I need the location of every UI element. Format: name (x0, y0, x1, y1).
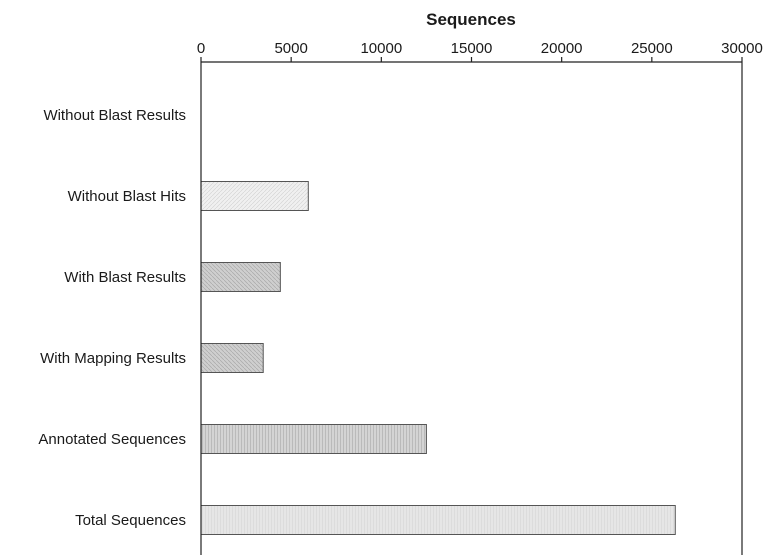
category-label: With Blast Results (64, 269, 186, 286)
x-tick-label: 30000 (721, 40, 763, 57)
x-tick-label: 10000 (360, 40, 402, 57)
x-axis-ticks: 0 5000 10000 15000 20000 25000 30000 (197, 40, 763, 62)
x-tick-label: 0 (197, 40, 205, 57)
category-label: Without Blast Results (43, 107, 186, 124)
x-tick-label: 15000 (451, 40, 493, 57)
bar (200, 181, 309, 211)
bar (200, 424, 427, 454)
category-label: Annotated Sequences (38, 431, 186, 448)
category-label: With Mapping Results (40, 350, 186, 367)
bar (200, 505, 676, 535)
category-labels: Without Blast Results Without Blast Hits W… (38, 107, 186, 529)
x-tick-label: 25000 (631, 40, 673, 57)
bar (200, 343, 264, 373)
x-tick-label: 5000 (274, 40, 307, 57)
bar (200, 262, 281, 292)
category-label: Without Blast Hits (68, 188, 186, 205)
x-tick-label: 20000 (541, 40, 583, 57)
bars-group (200, 181, 676, 535)
x-axis-title: Sequences (426, 10, 516, 29)
category-label: Total Sequences (75, 512, 186, 529)
